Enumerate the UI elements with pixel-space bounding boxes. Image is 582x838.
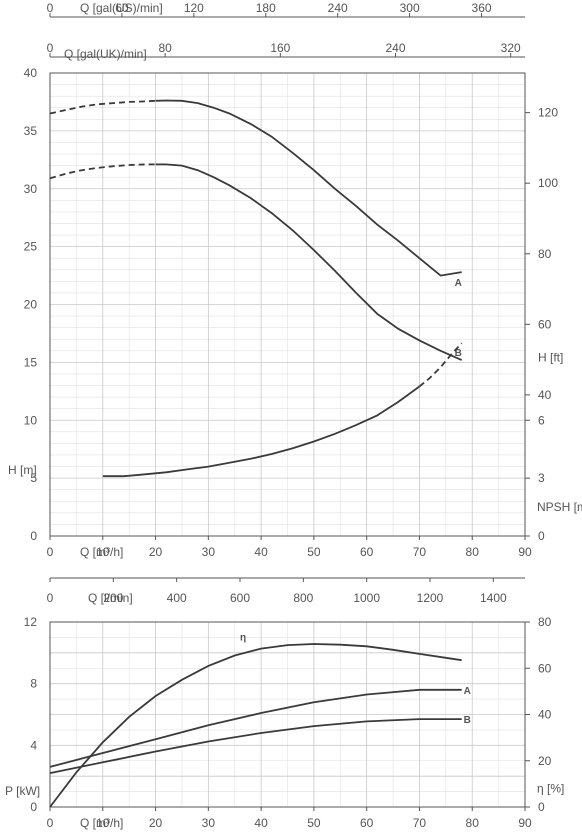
x-tick-label: 70: [413, 545, 427, 559]
x-tick-label: 0: [47, 816, 54, 830]
y-tick-label: 25: [24, 240, 38, 254]
right-tick-label: 100: [538, 176, 558, 190]
series-label-b: B: [464, 715, 471, 726]
curve-b: [49, 718, 462, 774]
y-tick-label: 0: [30, 529, 37, 543]
y-tick-label: 15: [24, 355, 38, 369]
y-tick-label: 8: [30, 677, 37, 691]
y-tick-label: 10: [24, 413, 38, 427]
right-tick-label: 80: [538, 247, 552, 261]
series-label-b: B: [455, 348, 462, 359]
top-axis-label: Q [l/min]: [88, 591, 133, 605]
right-tick-label: 60: [538, 317, 552, 331]
top-tick-label: 0: [47, 1, 54, 15]
npsh-axis-label: NPSH [m]: [537, 500, 582, 514]
y-tick-label: 0: [30, 800, 37, 814]
top-tick-label: 360: [472, 1, 492, 15]
x-tick-label: 10: [96, 545, 110, 559]
x-tick-label: 40: [254, 545, 268, 559]
top-tick-label: 200: [103, 591, 123, 605]
top-tick-label: 800: [293, 591, 313, 605]
series-label-a: A: [464, 686, 471, 697]
top-tick-label: 400: [167, 591, 187, 605]
x-tick-label: 70: [413, 816, 427, 830]
x-tick-label: 50: [307, 816, 321, 830]
right-tick-label: 40: [538, 708, 552, 722]
x-tick-label: 30: [202, 816, 216, 830]
series-label-efficiency: η: [240, 633, 246, 644]
right-tick-label: 40: [538, 388, 552, 402]
curve-b-dashed: [49, 163, 156, 180]
top-tick-label: 1200: [417, 591, 444, 605]
right-axis-label: η [%]: [537, 782, 564, 796]
y-tick-label: 4: [30, 738, 37, 752]
y-tick-label: 35: [24, 124, 38, 138]
right-tick-label: 60: [538, 661, 552, 675]
right-tick-label: 0: [538, 800, 545, 814]
right-tick-label: 20: [538, 754, 552, 768]
top-tick-label: 320: [501, 41, 521, 55]
x-tick-label: 10: [96, 816, 110, 830]
right-tick-label: 80: [538, 615, 552, 629]
top-tick-label: 1400: [480, 591, 507, 605]
top-tick-label: 600: [230, 591, 250, 605]
y-tick-label: 12: [24, 615, 38, 629]
x-tick-label: 60: [360, 816, 374, 830]
x-tick-label: 80: [466, 816, 480, 830]
top-tick-label: 160: [270, 41, 290, 55]
top-tick-label: 60: [115, 1, 129, 15]
x-tick-label: 20: [149, 545, 163, 559]
curve-efficiency: [49, 643, 462, 808]
x-tick-label: 90: [518, 545, 532, 559]
plot-frame-top: [49, 72, 526, 537]
x-tick-label: 20: [149, 816, 163, 830]
x-tick-label: 50: [307, 545, 321, 559]
y-tick-label: 5: [30, 471, 37, 485]
right-tick-label: 120: [538, 106, 558, 120]
npsh-tick-label: 0: [538, 529, 545, 543]
top-tick-label: 240: [328, 1, 348, 15]
x-axis-label: Q [m³/h]: [80, 545, 123, 559]
y-tick-label: 30: [24, 182, 38, 196]
x-tick-label: 0: [47, 545, 54, 559]
curve-npsh: [102, 385, 420, 478]
curve-a-dashed: [49, 99, 156, 115]
top-tick-label: 300: [400, 1, 420, 15]
curve-b: [155, 163, 463, 361]
top-tick-label: 240: [385, 41, 405, 55]
right-axis-label: H [ft]: [538, 351, 563, 365]
y-axis-label: P [kW]: [5, 784, 40, 798]
top-tick-label: 80: [158, 41, 172, 55]
y-axis-label: H [m]: [8, 463, 37, 477]
top-tick-label: 180: [256, 1, 276, 15]
top-tick-label: 0: [47, 591, 54, 605]
x-tick-label: 80: [466, 545, 480, 559]
curve-npsh-dashed: [418, 342, 463, 388]
top-tick-label: 120: [184, 1, 204, 15]
x-axis-label: Q [m³/h]: [80, 816, 123, 830]
npsh-tick-label: 6: [538, 413, 545, 427]
series-label-a: A: [455, 278, 462, 289]
top-tick-label: 0: [47, 41, 54, 55]
x-tick-label: 40: [254, 816, 268, 830]
y-tick-label: 40: [24, 66, 38, 80]
curve-a: [49, 688, 462, 768]
npsh-tick-label: 3: [538, 471, 545, 485]
top-axis-label: Q [gal(UK)/min]: [64, 47, 147, 61]
y-tick-label: 20: [24, 298, 38, 312]
x-tick-label: 90: [518, 816, 532, 830]
x-tick-label: 60: [360, 545, 374, 559]
top-tick-label: 1000: [353, 591, 380, 605]
x-tick-label: 30: [202, 545, 216, 559]
curve-a: [155, 99, 462, 277]
top-axis-label: Q [gal(US)/min]: [80, 1, 163, 15]
